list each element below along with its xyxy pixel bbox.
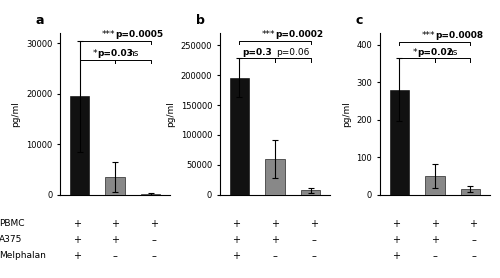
Text: +: + [470, 219, 478, 229]
Text: +: + [72, 251, 80, 261]
Text: p=0.03: p=0.03 [98, 49, 133, 58]
Bar [460, 189, 480, 195]
Text: b: b [196, 14, 204, 27]
Text: A375: A375 [0, 235, 22, 244]
Text: –: – [152, 251, 156, 261]
Text: +: + [72, 235, 80, 245]
Text: PBMC: PBMC [0, 219, 25, 228]
Text: +: + [111, 219, 119, 229]
Bar [425, 176, 444, 195]
Text: *: * [412, 48, 417, 56]
Text: a: a [36, 14, 44, 27]
Bar [390, 90, 409, 195]
Bar [106, 177, 125, 195]
Text: p=0.0002: p=0.0002 [275, 30, 323, 39]
Text: +: + [392, 235, 400, 245]
Text: ns: ns [128, 49, 138, 58]
Bar [70, 96, 89, 195]
Text: +: + [72, 219, 80, 229]
Text: +: + [111, 235, 119, 245]
Text: +: + [431, 219, 439, 229]
Text: p=0.02: p=0.02 [417, 48, 453, 56]
Y-axis label: pg/ml: pg/ml [166, 101, 175, 127]
Text: +: + [150, 219, 158, 229]
Text: ***: *** [422, 31, 435, 40]
Text: ns: ns [448, 48, 458, 56]
Text: *: * [93, 49, 98, 58]
Text: –: – [471, 251, 476, 261]
Text: –: – [471, 235, 476, 245]
Text: +: + [271, 235, 279, 245]
Y-axis label: pg/ml: pg/ml [12, 101, 20, 127]
Bar [301, 190, 320, 195]
Text: Melphalan: Melphalan [0, 251, 46, 260]
Text: p=0.0008: p=0.0008 [435, 31, 483, 40]
Text: p=0.06: p=0.06 [276, 48, 310, 56]
Bar [265, 159, 285, 195]
Bar [141, 193, 161, 195]
Bar [230, 78, 249, 195]
Y-axis label: pg/ml: pg/ml [342, 101, 350, 127]
Text: +: + [431, 235, 439, 245]
Text: +: + [392, 219, 400, 229]
Text: –: – [432, 251, 438, 261]
Text: +: + [232, 219, 240, 229]
Text: –: – [311, 235, 316, 245]
Text: +: + [232, 235, 240, 245]
Text: ***: *** [102, 30, 115, 39]
Text: +: + [271, 219, 279, 229]
Text: –: – [112, 251, 117, 261]
Text: +: + [232, 251, 240, 261]
Text: –: – [311, 251, 316, 261]
Text: +: + [310, 219, 318, 229]
Text: –: – [272, 251, 278, 261]
Text: +: + [392, 251, 400, 261]
Text: p=0.3: p=0.3 [242, 48, 272, 56]
Text: p=0.0005: p=0.0005 [115, 30, 164, 39]
Text: ***: *** [262, 30, 275, 39]
Text: c: c [356, 14, 363, 27]
Text: –: – [152, 235, 156, 245]
